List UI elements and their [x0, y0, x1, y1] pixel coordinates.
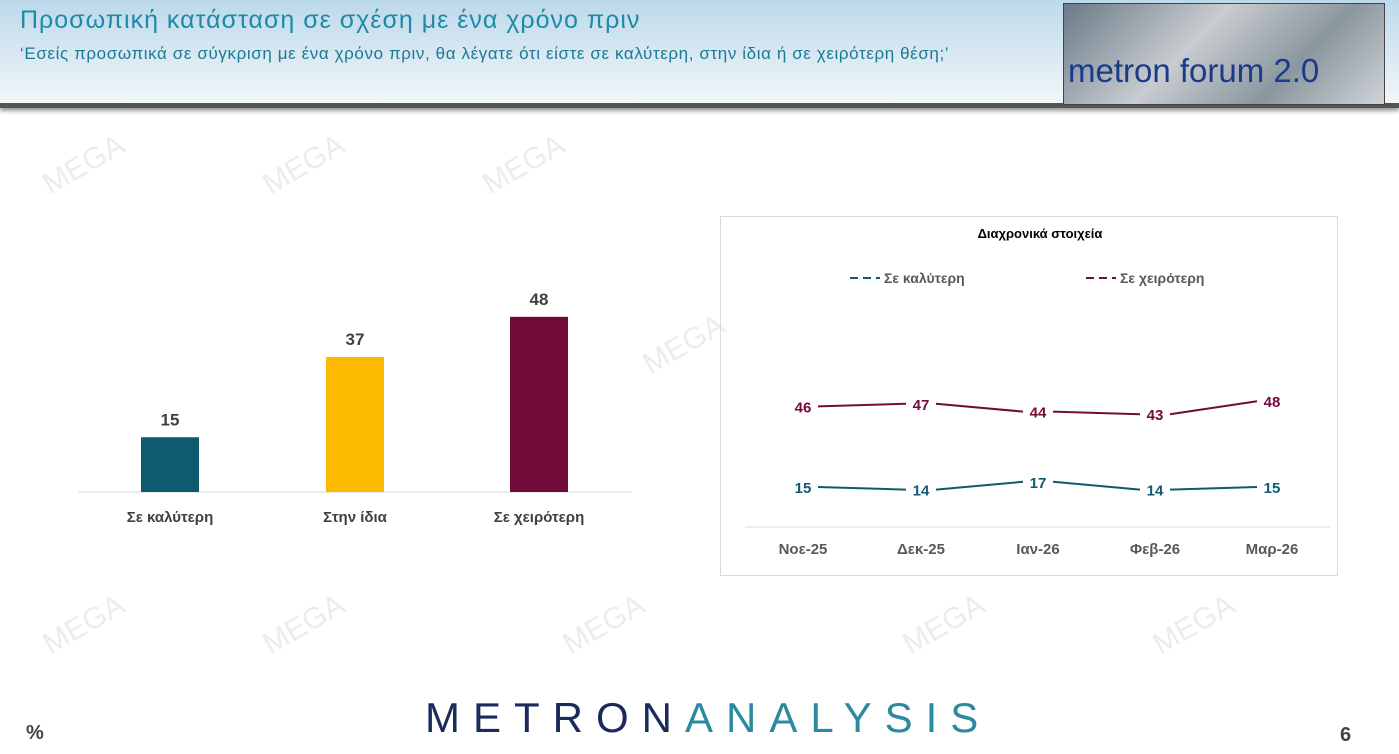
series-line-segment: [1052, 480, 1141, 491]
bar: [326, 356, 384, 492]
data-label: 48: [530, 290, 549, 309]
data-label: 37: [346, 330, 365, 349]
series-line-segment: [1169, 486, 1258, 491]
data-label: 14: [1147, 483, 1164, 500]
bar: [141, 437, 199, 492]
header: Προσωπική κατάσταση σε σχέση με ένα χρόν…: [0, 0, 1399, 108]
chart-title: Διαχρονικά στοιχεία: [978, 226, 1103, 241]
series-line-segment: [1169, 400, 1258, 416]
metron-analysis-logo: METRONANALYSIS: [425, 694, 991, 742]
bar: [510, 316, 568, 492]
data-label: 15: [161, 410, 180, 429]
series-line-segment: [935, 480, 1024, 491]
data-label: 14: [913, 483, 930, 500]
tick-label: Μαρ-26: [1246, 541, 1299, 558]
tick-label: Ιαν-26: [1016, 541, 1059, 558]
logo-part-a: METRON: [425, 694, 685, 741]
page-subtitle: ‘Εσείς προσωπικά σε σύγκριση με ένα χρόν…: [20, 44, 950, 63]
logo-text: metron forum 2.0: [1068, 52, 1320, 89]
data-label: 17: [1030, 475, 1047, 492]
metron-forum-logo: metron forum 2.0: [1063, 3, 1385, 105]
data-label: 46: [795, 399, 812, 416]
tick-label: Φεβ-26: [1130, 541, 1180, 558]
series-line-segment: [1052, 410, 1141, 416]
legend-label: Σε καλύτερη: [884, 270, 965, 286]
data-label: 43: [1147, 407, 1164, 424]
legend-label: Σε χειρότερη: [1120, 270, 1204, 286]
tick-label: Σε χειρότερη: [494, 509, 585, 526]
data-label: 47: [913, 397, 930, 414]
data-label: 48: [1264, 394, 1281, 411]
page-number: 6: [1340, 724, 1352, 746]
data-label: 15: [795, 480, 812, 497]
tick-label: Σε καλύτερη: [127, 509, 213, 526]
tick-label: Στην ίδια: [323, 509, 388, 526]
data-label: 15: [1264, 480, 1281, 497]
tick-label: Νοε-25: [779, 541, 828, 558]
unit-label: %: [26, 722, 44, 744]
line-chart-frame: [720, 216, 1338, 576]
logo-part-b: ANALYSIS: [685, 694, 992, 741]
series-line-segment: [817, 402, 907, 408]
series-line-segment: [935, 402, 1024, 413]
page-title: Προσωπική κατάσταση σε σχέση με ένα χρόν…: [20, 6, 641, 34]
series-line-segment: [817, 486, 907, 491]
tick-label: Δεκ-25: [897, 541, 945, 558]
data-label: 44: [1030, 405, 1047, 422]
